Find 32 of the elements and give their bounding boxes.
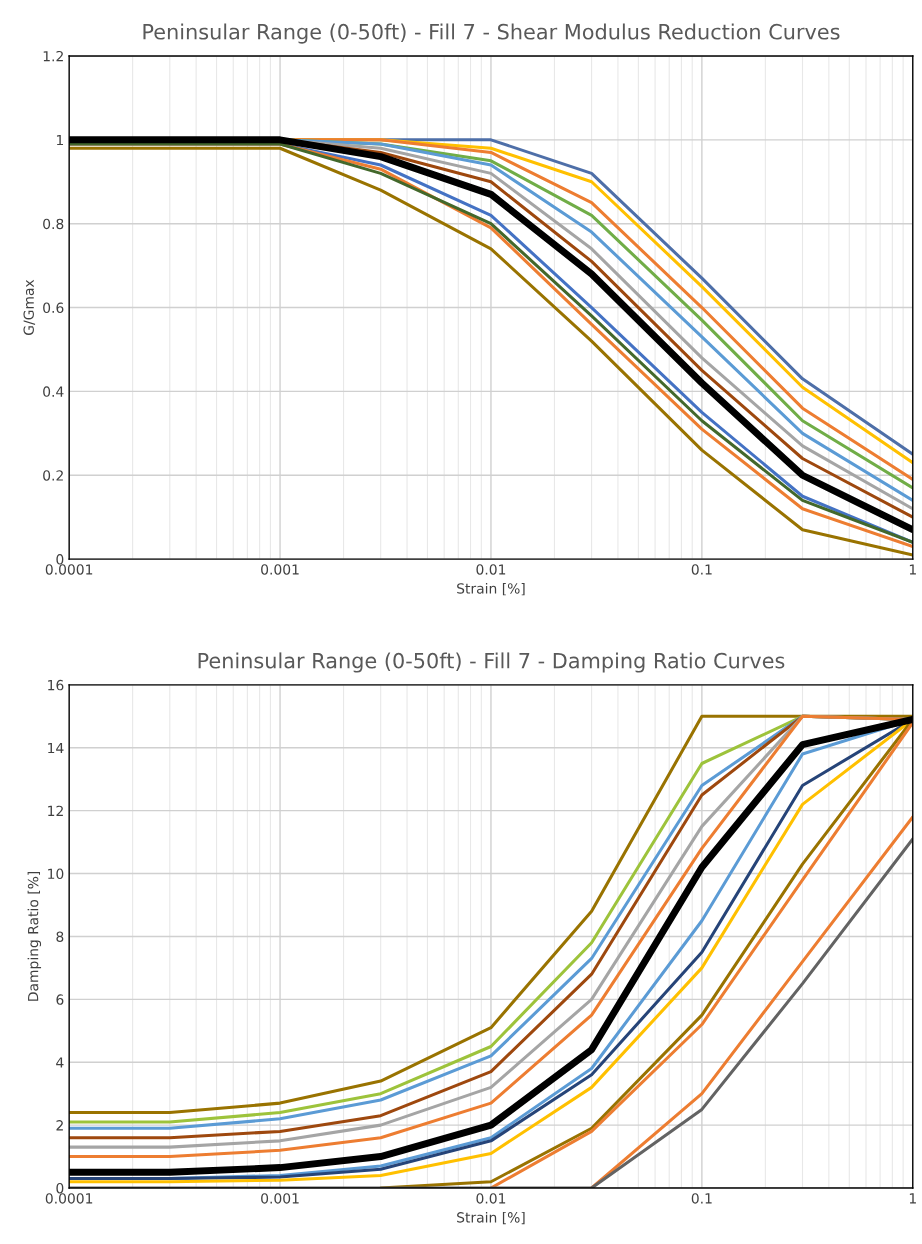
y-tick-label: 2 (56, 1120, 63, 1131)
chart-title: Peninsular Range (0-50ft) - Fill 7 - Shear Modulus Reduction Curves (143, 23, 840, 44)
y-tick-label: 8 (56, 931, 64, 942)
x-tick-label: 0.01 (476, 564, 506, 575)
y-tick-label: 12 (48, 805, 63, 816)
y-tick-label: 4 (56, 1057, 64, 1068)
y-tick-label: 0 (56, 554, 64, 565)
chart-title: Peninsular Range (0-50ft) - Fill 7 - Damping Ratio Curves (198, 652, 785, 673)
y-tick-label: 6 (56, 994, 64, 1005)
x-tick-label: 0.0001 (45, 564, 93, 575)
y-tick-label: 10 (48, 868, 64, 880)
y-tick-label: 1 (56, 134, 64, 146)
x-tick-label: 0.1 (691, 1193, 712, 1204)
x-tick-label: 1 (909, 1193, 916, 1204)
y-tick-label: 0 (56, 1182, 64, 1194)
x-tick-label: 0.001 (261, 564, 299, 575)
y-tick-label: 0.2 (43, 470, 63, 481)
x-tick-label: 0.1 (691, 564, 712, 575)
y-tick-label: 16 (48, 679, 64, 691)
x-tick-label: 0.0001 (45, 1193, 93, 1204)
y-axis-title: G/Gmax (23, 279, 36, 335)
x-tick-label: 0.001 (261, 1193, 299, 1204)
x-axis-title: Strain [%] (457, 1211, 525, 1225)
x-tick-label: 0.01 (476, 1193, 506, 1204)
y-axis-title: Damping Ratio [%] (27, 871, 42, 1001)
x-axis-title: Strain [%] (457, 582, 525, 596)
y-tick-label: 0.8 (43, 218, 64, 230)
y-tick-label: 0.4 (43, 386, 64, 397)
y-tick-label: 0.6 (43, 302, 64, 314)
y-tick-label: 1.2 (43, 50, 63, 62)
x-tick-label: 1 (909, 564, 916, 575)
y-tick-label: 14 (48, 742, 64, 754)
